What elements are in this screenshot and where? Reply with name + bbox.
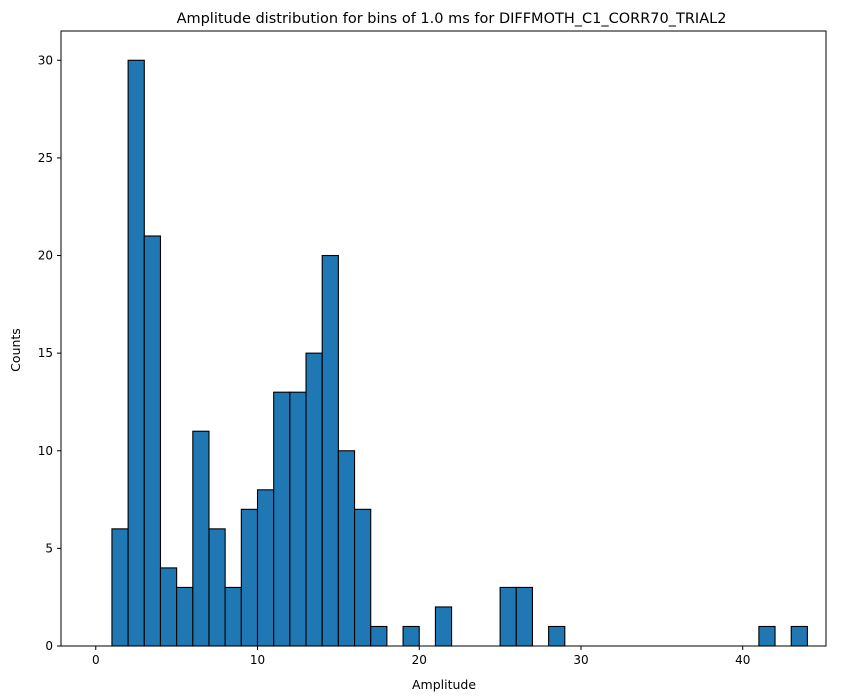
y-tick-label: 15 [38,346,53,360]
x-axis-label: Amplitude [412,677,476,692]
histogram-bar [224,586,242,647]
histogram-bar [111,528,129,647]
histogram-bar [273,391,291,647]
y-tick-label: 0 [45,639,53,653]
histogram-bar [127,59,145,647]
histogram-bar [143,235,162,647]
y-tick-label: 20 [38,249,53,263]
axes: 0 10 20 30 40 0 5 10 15 20 25 30 [38,30,827,667]
y-tick-label: 10 [38,444,53,458]
histogram-bar [240,508,259,647]
histogram-bar [321,254,339,647]
histogram-bar [434,606,453,647]
histogram-bar [159,567,178,647]
histogram-bar [289,391,307,647]
histogram-bar [499,586,517,647]
histogram-bar [402,625,420,647]
plot-area [95,59,808,647]
histogram-bar [758,625,776,647]
x-tick-label: 20 [412,653,427,667]
x-tick-label: 10 [250,653,265,667]
histogram-bar [790,625,808,647]
x-tick-label: 40 [735,653,750,667]
histogram-bar [256,489,275,647]
x-tick-label: 0 [92,653,100,667]
y-tick-label: 30 [38,53,53,67]
histogram-bar [176,586,194,647]
chart-title: Amplitude distribution for bins of 1.0 m… [177,11,727,27]
y-tick-label: 5 [45,541,53,555]
x-tick-label: 30 [573,653,588,667]
histogram-bar [337,450,356,647]
histogram-bar [515,586,534,647]
y-tick-label: 25 [38,151,53,165]
histogram-bar [548,625,566,647]
histogram-bar [192,430,210,647]
axes-frame [60,30,827,647]
histogram-bar [305,352,323,647]
histogram-bar [353,508,372,647]
histogram-bar [208,528,226,647]
y-axis-label: Counts [8,328,23,372]
histogram-bar [370,625,388,647]
